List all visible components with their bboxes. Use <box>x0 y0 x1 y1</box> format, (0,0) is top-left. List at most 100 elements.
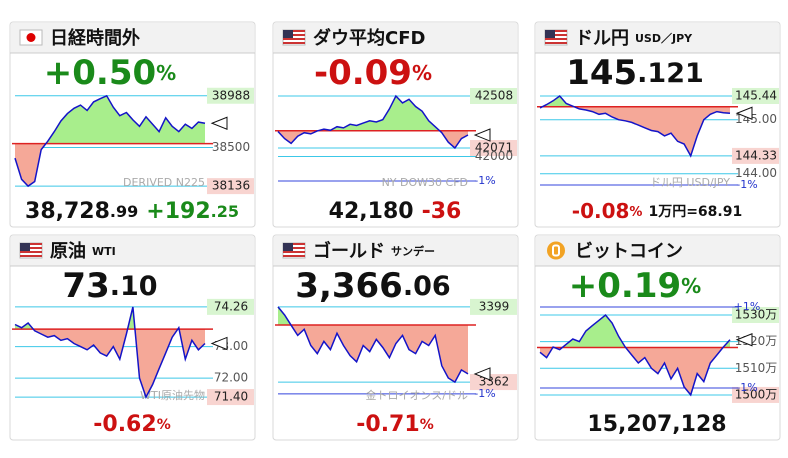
panel-title: ダウ平均CFD <box>313 27 425 49</box>
y-tick-label: 42508 <box>475 89 513 103</box>
footline: -0.71% <box>356 412 433 437</box>
panel-header <box>274 23 517 53</box>
flag-canton <box>283 30 293 38</box>
y-tick-label: 3399 <box>479 299 510 313</box>
footline-part: % <box>629 205 642 220</box>
headline-part: % <box>156 61 176 85</box>
flag-stripe <box>20 243 42 245</box>
tick-label-box <box>732 147 779 164</box>
flag-stripe <box>20 247 42 249</box>
last-price-marker <box>473 128 491 142</box>
flag-canton <box>283 243 293 251</box>
band-label: -1% <box>474 174 495 187</box>
area-below <box>290 324 468 383</box>
footline: 15,207,128 <box>587 412 726 437</box>
flag-stripe <box>283 243 305 245</box>
footline-part: .25 <box>211 202 239 221</box>
headline: 73.10 <box>62 266 157 306</box>
flag-sun <box>26 33 36 42</box>
last-price-marker <box>735 333 753 347</box>
headline: +0.50% <box>44 53 176 93</box>
y-tick-label: 72.00 <box>214 371 248 385</box>
tick-label-box <box>732 87 779 104</box>
panel <box>534 234 781 441</box>
title: ドル円 <box>575 28 629 49</box>
band-label: -1% <box>736 381 757 394</box>
y-tick-label: 74.26 <box>214 299 248 313</box>
headline-part: % <box>681 274 701 298</box>
last-price-marker <box>210 116 228 130</box>
headline-part: .10 <box>110 271 158 302</box>
y-tick-label: 42071 <box>475 141 513 155</box>
headline: -0.09% <box>314 53 432 93</box>
y-tick-label: 145.44 <box>735 88 777 102</box>
flag-canton <box>20 243 30 251</box>
panel-title: 原油 WTI <box>50 240 116 262</box>
y-tick-label: 38988 <box>212 88 250 102</box>
footline-part: 15,207,128 <box>587 412 726 437</box>
title: 原油 <box>50 240 86 262</box>
flag-stripe <box>545 30 567 32</box>
panel-title: ビットコイン <box>575 241 683 262</box>
tick-label-box <box>732 386 779 403</box>
flag-stripe <box>545 42 567 44</box>
panel-header <box>11 236 254 266</box>
headline-part: +0.50 <box>44 53 156 93</box>
footline-part: 42,180 <box>329 199 414 224</box>
panel-title: ドル円 USD／JPY <box>575 28 693 49</box>
panel-header <box>11 23 254 53</box>
footline-part: -0.08 <box>572 199 630 223</box>
y-tick-label: 1530万 <box>735 307 778 321</box>
title: ダウ平均CFD <box>313 27 425 49</box>
band-label: +1% <box>734 300 761 313</box>
panel <box>9 234 256 441</box>
flag-stripe <box>283 34 305 36</box>
flag-stripe <box>20 255 42 257</box>
y-tick-label: 144.33 <box>735 148 777 162</box>
flag-stripe <box>545 34 567 36</box>
headline-part: -0.09 <box>314 53 412 93</box>
y-tick-label: 38500 <box>212 140 250 154</box>
title: ゴールド <box>313 240 385 262</box>
y-tick-label: 71.40 <box>214 390 248 404</box>
flag-stripe <box>283 30 305 32</box>
area-below <box>540 347 730 395</box>
y-tick-label: 1500万 <box>735 387 778 401</box>
flag-stripe <box>20 251 42 253</box>
footline: 42,180 -36 <box>329 199 462 224</box>
flag-stripe <box>545 38 567 40</box>
tick-label-box <box>207 389 254 406</box>
footline-part: 1万円=68.91 <box>648 204 742 220</box>
watermark: WTI原油先物 <box>140 388 205 402</box>
panel-title: ゴールド サンデー <box>313 240 435 262</box>
area-below <box>278 130 468 148</box>
headline-part: 3,366 <box>295 266 403 306</box>
panel-header <box>536 236 779 266</box>
footline-part: -0.62 <box>93 412 156 437</box>
price-line <box>277 306 469 384</box>
headline: +0.19% <box>569 266 701 306</box>
headline-part: .121 <box>637 58 704 89</box>
panel-header <box>274 236 517 266</box>
watermark: NY DOW30 CFD <box>382 176 468 189</box>
area-below <box>15 143 46 187</box>
footline-part: -0.71 <box>356 412 419 437</box>
y-tick-label: 144.00 <box>735 166 777 180</box>
last-price-marker <box>473 367 491 381</box>
band-label: -1% <box>474 387 495 400</box>
tick-label-box <box>470 298 517 315</box>
footline: 38,728.99 +192.25 <box>25 199 239 224</box>
footline-part: % <box>420 417 434 433</box>
tick-label-box <box>207 298 254 315</box>
footline: -0.62% <box>93 412 170 437</box>
y-tick-label: 1510万 <box>735 361 778 375</box>
tick-label-box <box>470 374 517 391</box>
tick-label-box <box>207 87 254 104</box>
headline-part: .06 <box>403 271 451 302</box>
headline: 145.121 <box>566 53 704 93</box>
panel-header <box>536 23 779 53</box>
tick-label-box <box>470 140 517 157</box>
price-line <box>277 94 469 150</box>
